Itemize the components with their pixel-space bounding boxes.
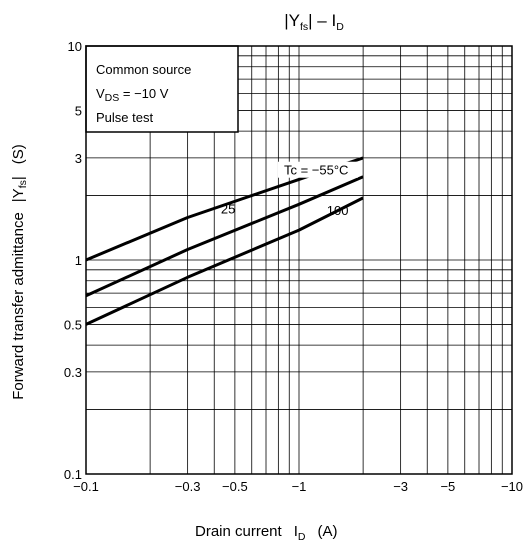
conditions-line-vds: VDS = −10 V	[96, 86, 169, 104]
x-tick-label: −1	[292, 479, 307, 494]
series-label-25: 25	[221, 201, 235, 216]
series-line-1	[85, 175, 364, 298]
y-tick-label: 0.1	[64, 467, 82, 482]
series-label-minus55c: Tc = −55°C	[284, 163, 348, 178]
x-tick-label: −10	[501, 479, 523, 494]
plot-frame	[85, 45, 513, 475]
x-axis-label: Drain current ID (A)	[195, 523, 337, 543]
y-tick-labels: 0.1 0.3 0.5 1 3 5 10	[64, 39, 82, 482]
y-tick-label: 10	[68, 39, 82, 54]
x-tick-label: −0.1	[73, 479, 99, 494]
grid	[85, 46, 512, 475]
y-tick-label: 1	[75, 253, 82, 268]
series-label-bg	[277, 161, 358, 178]
x-tick-label: −0.5	[222, 479, 248, 494]
chart-title: |Yfs| – ID	[284, 11, 344, 33]
x-tick-label: −3	[393, 479, 408, 494]
y-tick-label: 0.3	[64, 365, 82, 380]
y-tick-label: 5	[75, 103, 82, 118]
series-label-100: 100	[327, 203, 349, 218]
conditions-line-pulse-test: Pulse test	[96, 110, 153, 125]
series-layer	[85, 156, 364, 326]
y-axis-label: Forward transfer admittance|Yfs|(S)	[10, 144, 29, 400]
x-tick-labels: −0.1 −0.3 −0.5 −1 −3 −5 −10	[73, 479, 523, 494]
x-tick-label: −5	[440, 479, 455, 494]
y-tick-label: 3	[75, 151, 82, 166]
x-tick-label: −0.3	[175, 479, 201, 494]
series-line-2	[85, 196, 364, 326]
y-tick-label: 0.5	[64, 317, 82, 332]
conditions-box	[85, 45, 239, 133]
conditions-line-common-source: Common source	[96, 62, 191, 77]
